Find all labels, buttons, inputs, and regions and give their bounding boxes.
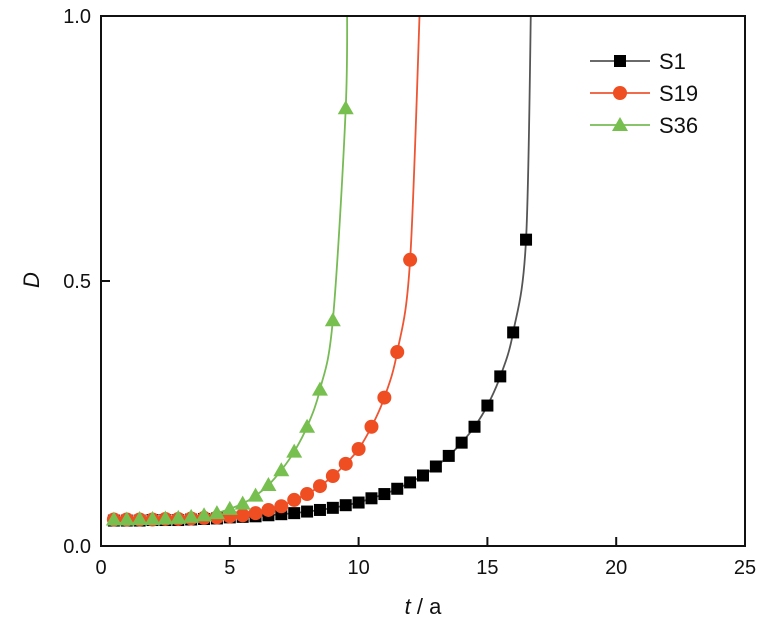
x-tick-label: 5 [224,557,235,579]
legend-label: S1 [659,49,686,74]
data-point-S36 [311,381,328,396]
plot-frame [100,15,746,547]
data-point-S19 [287,492,302,507]
data-point-S1 [442,449,455,462]
data-point-S19 [390,345,405,360]
data-point-S1 [288,507,301,520]
x-tick-label: 10 [347,557,369,579]
data-point-S1 [391,482,404,495]
data-point-S1 [326,501,339,514]
data-point-S1 [339,499,352,512]
data-point-S1 [313,503,326,516]
legend-label: S36 [659,113,698,138]
data-point-S1 [301,505,314,518]
data-point-S36 [234,495,251,510]
data-point-S1 [494,370,507,383]
series-line-S1 [113,16,532,522]
data-point-S1 [455,436,468,449]
data-point-S1 [365,492,378,505]
data-point-S19 [312,479,327,494]
data-point-S1 [404,476,417,489]
data-point-S36 [260,477,277,492]
legend-item-S36: S36 [590,113,698,138]
x-axis-label-unit: / a [411,594,442,619]
series-layer [113,16,532,522]
y-tick-label: 0.5 [63,271,91,293]
data-point-S36 [170,509,187,524]
data-point-S19 [235,508,250,523]
legend: S1 S19 S36 [590,49,698,138]
x-axis-label-var: t [405,594,412,619]
data-point-S36 [337,100,354,115]
legend-item-S1: S1 [590,49,686,74]
data-point-S36 [157,510,174,525]
x-tick-label: 15 [476,557,498,579]
data-point-S1 [417,469,429,482]
data-point-S1 [378,488,391,501]
data-point-S36 [286,443,303,458]
data-point-S1 [468,420,481,433]
legend-marker-triangle-icon [612,117,628,131]
data-point-S19 [274,499,289,514]
data-point-S19 [377,390,392,405]
x-tick-label: 20 [605,557,627,579]
data-point-S36 [324,312,341,327]
data-point-S1 [520,233,533,246]
data-point-S1 [352,496,365,509]
data-point-S1 [507,326,520,339]
data-point-S19 [325,469,340,484]
x-tick-label: 0 [95,557,106,579]
ticks-layer: 0 5 10 15 20 25 0.0 0.5 1.0 [63,6,756,579]
data-point-S36 [183,508,200,523]
data-point-S36 [118,511,135,526]
legend-item-S19: S19 [590,81,698,106]
data-point-S36 [131,510,148,525]
data-point-S36 [247,487,264,502]
data-point-S1 [429,460,442,473]
series-line-S36 [113,16,349,521]
data-point-S19 [351,442,366,457]
data-point-S36 [144,510,161,525]
marker-layer [105,100,533,527]
data-point-S19 [248,506,263,521]
data-point-S19 [364,419,379,434]
legend-marker-circle-icon [613,86,627,100]
legend-label: S19 [659,81,698,106]
data-point-S36 [196,507,213,522]
data-point-S19 [403,252,418,267]
data-point-S36 [105,511,122,526]
legend-marker-square-icon [614,55,626,67]
data-point-S36 [208,505,225,520]
series-line-S19 [113,16,421,521]
y-axis-label: D [19,272,44,288]
y-tick-label: 0.0 [63,536,91,558]
data-point-S1 [481,399,494,412]
data-point-S36 [221,500,238,515]
data-point-S36 [299,418,316,433]
data-point-S36 [273,462,290,477]
x-axis-label: t / a [405,594,442,619]
data-point-S19 [261,502,276,517]
data-point-S19 [300,487,315,502]
y-tick-label: 1.0 [63,6,91,28]
x-tick-label: 25 [734,557,756,579]
data-point-S19 [338,456,353,471]
